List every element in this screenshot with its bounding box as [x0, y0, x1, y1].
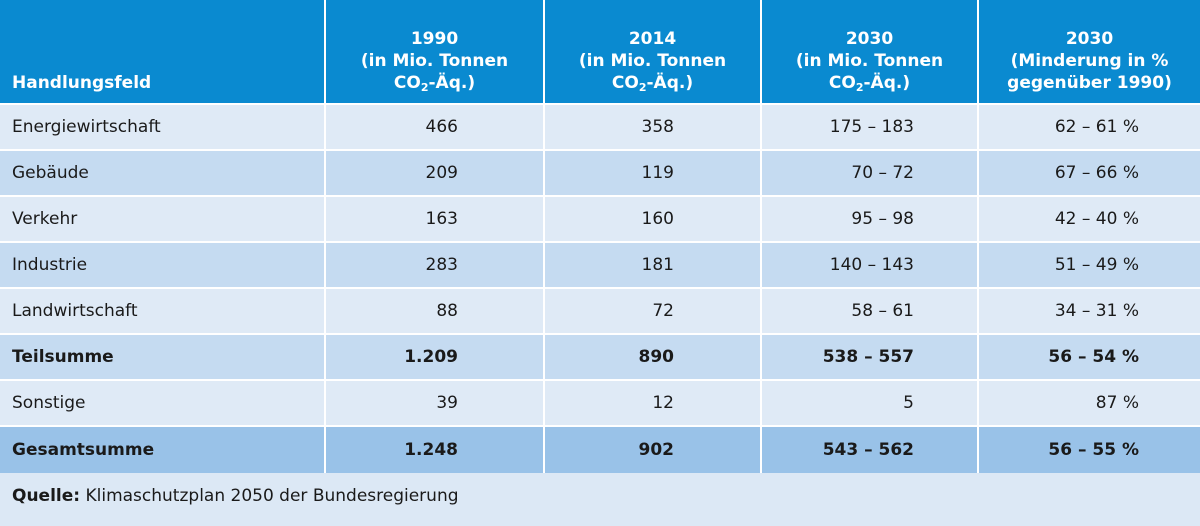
header-2030: 2030 (in Mio. Tonnen CO2-Äq.) — [761, 0, 979, 104]
table-cell: 538 – 557 — [761, 333, 979, 380]
table-cell: 70 – 72 — [761, 149, 979, 196]
table-header-row: Handlungsfeld 1990 (in Mio. Tonnen CO2-Ä… — [0, 0, 1200, 104]
row-label: Energiewirtschaft — [0, 103, 326, 150]
table-cell: 140 – 143 — [761, 241, 979, 288]
row-label: Landwirtschaft — [0, 287, 326, 334]
table-cell: 39 — [325, 379, 545, 426]
table-cell: 12 — [544, 379, 762, 426]
table-cell: 88 — [325, 287, 545, 334]
header-2014: 2014 (in Mio. Tonnen CO2-Äq.) — [544, 0, 762, 104]
table-cell: 34 – 31 % — [978, 287, 1200, 334]
table-row: Verkehr 163 160 95 – 98 42 – 40 % — [0, 195, 1200, 242]
row-label: Teilsumme — [0, 333, 326, 380]
table-cell: 56 – 54 % — [978, 333, 1200, 380]
table-row: Gesamtsumme 1.248 902 543 – 562 56 – 55 % — [0, 425, 1200, 473]
table-row: Teilsumme 1.209 890 538 – 557 56 – 54 % — [0, 333, 1200, 380]
row-label: Gebäude — [0, 149, 326, 196]
table-cell: 72 — [544, 287, 762, 334]
header-handlungsfeld: Handlungsfeld — [0, 0, 326, 104]
table-row: Sonstige 39 12 5 87 % — [0, 379, 1200, 426]
table-cell: 160 — [544, 195, 762, 242]
table-cell: 87 % — [978, 379, 1200, 426]
table-cell: 1.209 — [325, 333, 545, 380]
table-row: Gebäude 209 119 70 – 72 67 – 66 % — [0, 149, 1200, 196]
table-cell: 890 — [544, 333, 762, 380]
header-1990: 1990 (in Mio. Tonnen CO2-Äq.) — [325, 0, 545, 104]
table-body: Energiewirtschaft 466 358 175 – 183 62 – 61 … — [0, 103, 1200, 473]
table-cell: 175 – 183 — [761, 103, 979, 150]
table-cell: 51 – 49 % — [978, 241, 1200, 288]
source-label: Quelle: — [12, 486, 81, 506]
table-cell: 58 – 61 — [761, 287, 979, 334]
row-label: Industrie — [0, 241, 326, 288]
table-cell: 358 — [544, 103, 762, 150]
table-cell: 902 — [544, 425, 762, 473]
table-cell: 163 — [325, 195, 545, 242]
table-cell: 62 – 61 % — [978, 103, 1200, 150]
row-label: Sonstige — [0, 379, 326, 426]
table-cell: 283 — [325, 241, 545, 288]
row-label: Verkehr — [0, 195, 326, 242]
table-row: Industrie 283 181 140 – 143 51 – 49 % — [0, 241, 1200, 288]
row-label: Gesamtsumme — [0, 425, 326, 473]
table-cell: 5 — [761, 379, 979, 426]
table-cell: 209 — [325, 149, 545, 196]
table-row: Energiewirtschaft 466 358 175 – 183 62 – 61 … — [0, 103, 1200, 150]
table-cell: 42 – 40 % — [978, 195, 1200, 242]
emissions-table: Handlungsfeld 1990 (in Mio. Tonnen CO2-Ä… — [0, 0, 1200, 473]
source-text: Klimaschutzplan 2050 der Bundesregierung — [85, 486, 459, 506]
table-cell: 119 — [544, 149, 762, 196]
table-cell: 56 – 55 % — [978, 425, 1200, 473]
table-row: Landwirtschaft 88 72 58 – 61 34 – 31 % — [0, 287, 1200, 334]
table-cell: 67 – 66 % — [978, 149, 1200, 196]
table-cell: 1.248 — [325, 425, 545, 473]
source-note: Quelle: Klimaschutzplan 2050 der Bundesr… — [12, 486, 459, 506]
table-cell: 181 — [544, 241, 762, 288]
header-2030-reduction: 2030 (Minderung in % gegenüber 1990) — [978, 0, 1200, 104]
table-cell: 466 — [325, 103, 545, 150]
table-cell: 543 – 562 — [761, 425, 979, 473]
table-cell: 95 – 98 — [761, 195, 979, 242]
